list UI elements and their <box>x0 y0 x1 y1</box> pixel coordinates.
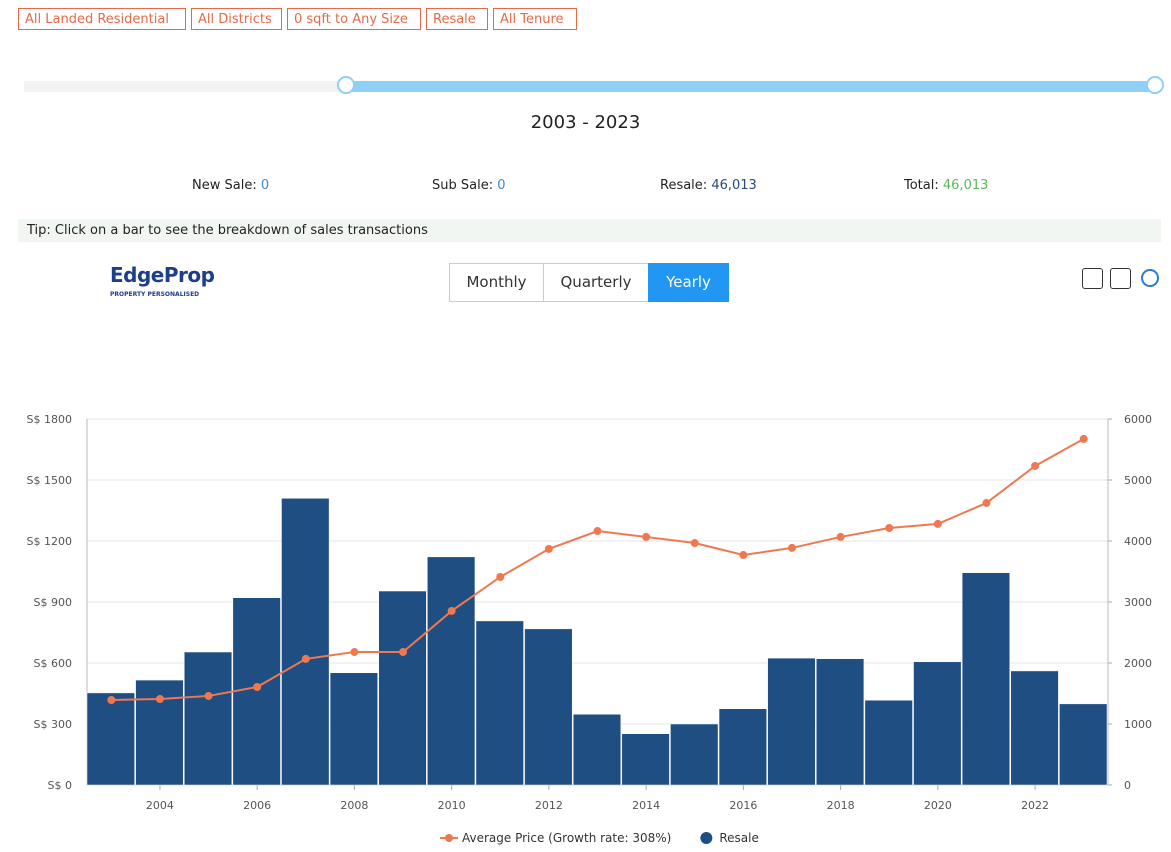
y-tick-label: S$ 1800 <box>27 413 72 426</box>
legend-item[interactable]: Resale <box>700 831 759 845</box>
y2-tick-label: 1000 <box>1124 718 1152 731</box>
point <box>447 606 456 615</box>
x-tick-label: 2018 <box>827 799 855 812</box>
bar <box>427 556 476 786</box>
x-tick-label: 2012 <box>535 799 563 812</box>
y2-tick-label: 6000 <box>1124 413 1152 426</box>
bar <box>718 708 767 786</box>
bar <box>378 590 427 786</box>
x-tick-label: 2022 <box>1021 799 1049 812</box>
y2-tick-label: 2000 <box>1124 657 1152 670</box>
point <box>593 527 602 536</box>
x-tick-label: 2020 <box>924 799 952 812</box>
tab[interactable]: Yearly <box>648 263 729 302</box>
y-tick-label: S$ 1500 <box>27 474 72 487</box>
point <box>155 694 164 703</box>
icon-button[interactable] <box>1082 268 1103 289</box>
slider-range <box>346 81 1156 92</box>
point <box>544 544 553 553</box>
stat-value: 0 <box>260 178 270 193</box>
bar <box>767 657 816 786</box>
range-label: 2003 - 2023 <box>530 112 641 133</box>
point <box>253 682 262 691</box>
info-icon[interactable] <box>1141 269 1159 287</box>
stat-value: 46,013 <box>942 178 989 193</box>
bar <box>913 661 962 786</box>
stat-value: 0 <box>497 178 506 193</box>
icon-button[interactable] <box>1110 268 1131 289</box>
stat-label: Sub Sale: <box>432 178 494 193</box>
stat-label: New Sale: <box>192 178 257 193</box>
bar <box>281 498 330 786</box>
filter-button[interactable]: 0 sqft to Any Size <box>287 8 421 30</box>
point <box>690 539 699 548</box>
y-tick-label: S$ 900 <box>34 596 72 609</box>
logo: EdgeProp <box>110 263 215 287</box>
point <box>1031 461 1040 470</box>
chart: S$ 0 S$ 300 S$ 600 S$ 900 S$ 1200 S$ 1500 S$ 1… <box>27 413 1152 845</box>
point <box>1079 434 1088 443</box>
bar <box>961 572 1011 786</box>
y-tick-label: S$ 600 <box>34 657 72 670</box>
bar <box>670 723 719 786</box>
tip: Tip: Click on a bar to see the breakdown… <box>18 219 1161 242</box>
y-tick-label: S$ 300 <box>34 718 72 731</box>
point <box>642 532 651 541</box>
x-tick-label: 2010 <box>438 799 466 812</box>
y2-tick-label: 3000 <box>1124 596 1152 609</box>
bar <box>621 733 670 786</box>
point <box>496 572 505 581</box>
legend-item[interactable]: Average Price (Growth rate: 308%) <box>440 831 671 845</box>
x-tick-label: 2008 <box>340 799 368 812</box>
y-tick-label: S$ 0 <box>48 779 72 792</box>
stat-label: Total: <box>904 178 939 193</box>
x-tick-label: 2004 <box>146 799 174 812</box>
y2-tick-label: 5000 <box>1124 474 1152 487</box>
bar <box>183 651 233 786</box>
y-tick-label: S$ 1200 <box>27 535 72 548</box>
legend-marker <box>700 832 713 844</box>
bar <box>816 658 865 786</box>
bar <box>864 699 913 786</box>
bar <box>1010 670 1059 786</box>
tab[interactable]: Quarterly <box>543 263 649 302</box>
bar <box>86 692 135 786</box>
legend-label: Average Price (Growth rate: 308%) <box>462 831 671 845</box>
point <box>107 696 116 705</box>
filter-button[interactable]: All Tenure <box>493 8 577 30</box>
bar <box>1059 703 1108 786</box>
point <box>787 543 796 552</box>
point <box>933 519 942 528</box>
bar <box>329 672 378 786</box>
legend-marker <box>445 834 453 842</box>
logo-tagline: PROPERTY PERSONALISED <box>110 291 200 298</box>
tab[interactable]: Monthly <box>449 263 544 302</box>
point <box>836 532 845 541</box>
point <box>739 551 748 560</box>
point <box>350 648 359 657</box>
filter-button[interactable]: All Districts <box>191 8 282 30</box>
stat-value: 46,013 <box>711 178 757 193</box>
bar <box>524 628 573 786</box>
point <box>399 648 408 657</box>
stat-label: Resale: <box>660 178 708 193</box>
slider-handle[interactable] <box>1146 76 1164 94</box>
x-tick-label: 2006 <box>243 799 271 812</box>
y2-tick-label: 4000 <box>1124 535 1152 548</box>
point <box>204 691 213 700</box>
point <box>885 523 894 532</box>
bar <box>232 597 281 786</box>
bar <box>475 620 524 786</box>
x-tick-label: 2014 <box>632 799 660 812</box>
point <box>982 498 991 507</box>
filter-button[interactable]: Resale <box>426 8 488 30</box>
bar <box>572 713 622 786</box>
filter-button[interactable]: All Landed Residential <box>18 8 186 30</box>
y2-tick-label: 0 <box>1124 779 1131 792</box>
point <box>301 654 310 663</box>
x-tick-label: 2016 <box>729 799 757 812</box>
legend-label: Resale <box>719 831 759 845</box>
slider-handle[interactable] <box>337 76 355 94</box>
